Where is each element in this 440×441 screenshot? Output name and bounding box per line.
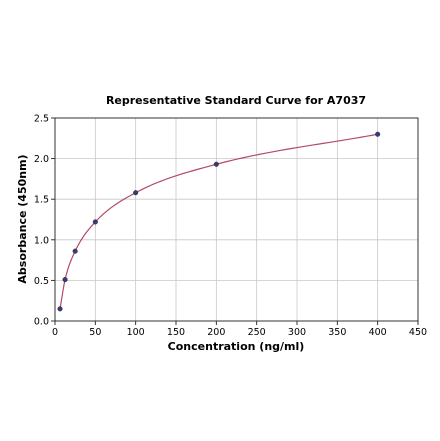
- x-tick-label: 150: [167, 327, 185, 338]
- x-tick-label: 350: [328, 327, 346, 338]
- chart-title: Representative Standard Curve for A7037: [106, 94, 366, 107]
- fit-curve-line: [59, 133, 378, 309]
- x-tick-label: 100: [127, 327, 145, 338]
- y-tick-label: 2.0: [34, 154, 49, 165]
- y-tick-label: 0.5: [34, 276, 49, 287]
- x-tick-label: 250: [248, 327, 266, 338]
- y-axis-ticks: 0.0 0.5 1.0 1.5 2.0 2.5: [34, 114, 55, 328]
- data-point: [92, 219, 98, 225]
- data-point: [57, 306, 63, 312]
- y-tick-label: 0.0: [34, 317, 49, 328]
- data-point: [72, 248, 78, 254]
- x-tick-label: 400: [369, 327, 387, 338]
- y-tick-label: 1.0: [34, 235, 49, 246]
- data-point: [375, 131, 381, 137]
- x-axis-ticks: 0 50 100 150 200 250 300 350 400 450: [52, 321, 427, 338]
- x-tick-label: 450: [409, 327, 427, 338]
- data-point: [62, 277, 68, 283]
- y-axis-label: Absorbance (450nm): [16, 154, 29, 283]
- data-point: [133, 190, 139, 196]
- x-tick-label: 300: [288, 327, 306, 338]
- data-point: [213, 161, 219, 167]
- data-points: [57, 131, 381, 312]
- y-tick-label: 2.5: [34, 114, 49, 125]
- x-tick-label: 50: [89, 327, 101, 338]
- y-tick-label: 1.5: [34, 195, 49, 206]
- x-axis-label: Concentration (ng/ml): [168, 340, 305, 353]
- x-tick-label: 0: [52, 327, 58, 338]
- grid-lines: [54, 117, 419, 322]
- x-tick-label: 200: [207, 327, 225, 338]
- plot-area-frame: [54, 117, 419, 322]
